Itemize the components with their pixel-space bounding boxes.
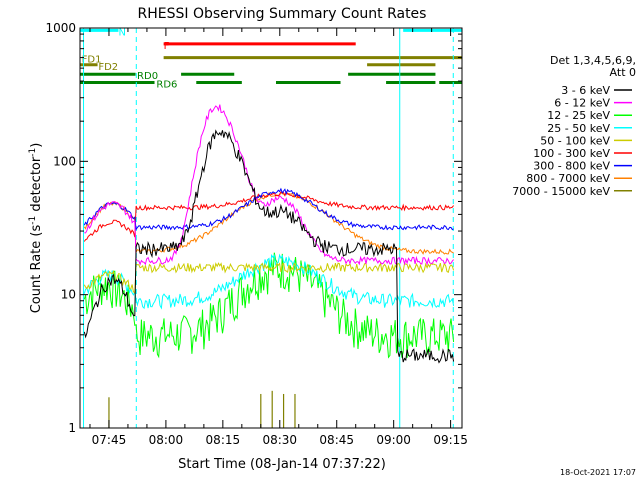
x-axis-label: Start Time (08-Jan-14 07:37:22): [178, 457, 386, 472]
legend-entry-label: 300 - 800 keV: [533, 160, 610, 173]
legend-entry-label: 800 - 7000 keV: [526, 172, 610, 185]
count-rate-trace: [83, 191, 454, 255]
count-rate-trace: [83, 187, 454, 231]
y-axis-label: Count Rate (s-1 detector-1): [28, 143, 44, 314]
y-tick-label: 10: [61, 288, 76, 302]
legend-entry-label: 12 - 25 keV: [547, 109, 610, 122]
plot-frame: [79, 27, 463, 429]
legend-entry-label: 25 - 50 keV: [547, 122, 610, 135]
y-tick-label: 100: [53, 154, 76, 168]
flag-label: F: [164, 41, 170, 52]
y-tick-label: 1: [68, 421, 76, 435]
legend-header: Att 0: [610, 66, 636, 79]
count-rate-trace: [84, 104, 454, 266]
count-rate-traces: [83, 104, 455, 428]
flag-label: FD2: [98, 62, 118, 73]
x-tick-label: 08:00: [149, 433, 184, 447]
count-rate-trace: [83, 253, 455, 310]
x-tick-label: 09:00: [376, 433, 411, 447]
x-tick-label: 08:30: [262, 433, 297, 447]
count-rate-trace: [83, 129, 455, 364]
legend-header: Det 1,3,4,5,6,9,: [550, 54, 636, 67]
x-tick-label: 08:45: [319, 433, 354, 447]
legend-entry-label: 100 - 300 keV: [533, 147, 610, 160]
legend-entry-label: 3 - 6 keV: [561, 84, 610, 97]
axes: 07:45 08:00 08:15 08:30 08:45 09:00 09:15 1 10 10…: [45, 21, 467, 447]
legend-entry-label: 50 - 100 keV: [540, 134, 610, 147]
flag-label: RD6: [156, 80, 177, 91]
y-tick-label: 1000: [45, 21, 76, 35]
count-rate-trace: [83, 261, 455, 294]
x-tick-label: 09:15: [433, 433, 468, 447]
x-tick-label: 07:45: [92, 433, 127, 447]
flag-label: RD0: [137, 71, 158, 82]
x-tick-label: 08:15: [206, 433, 241, 447]
chart-title: RHESSI Observing Summary Count Rates: [138, 6, 427, 22]
generation-timestamp: 18-Oct-2021 17:07: [560, 468, 636, 477]
legend-entry-label: 6 - 12 keV: [554, 97, 610, 110]
flag-label: FD1: [82, 55, 102, 66]
flag-label: N: [118, 27, 125, 38]
legend-entry-label: 7000 - 15000 keV: [512, 185, 610, 198]
